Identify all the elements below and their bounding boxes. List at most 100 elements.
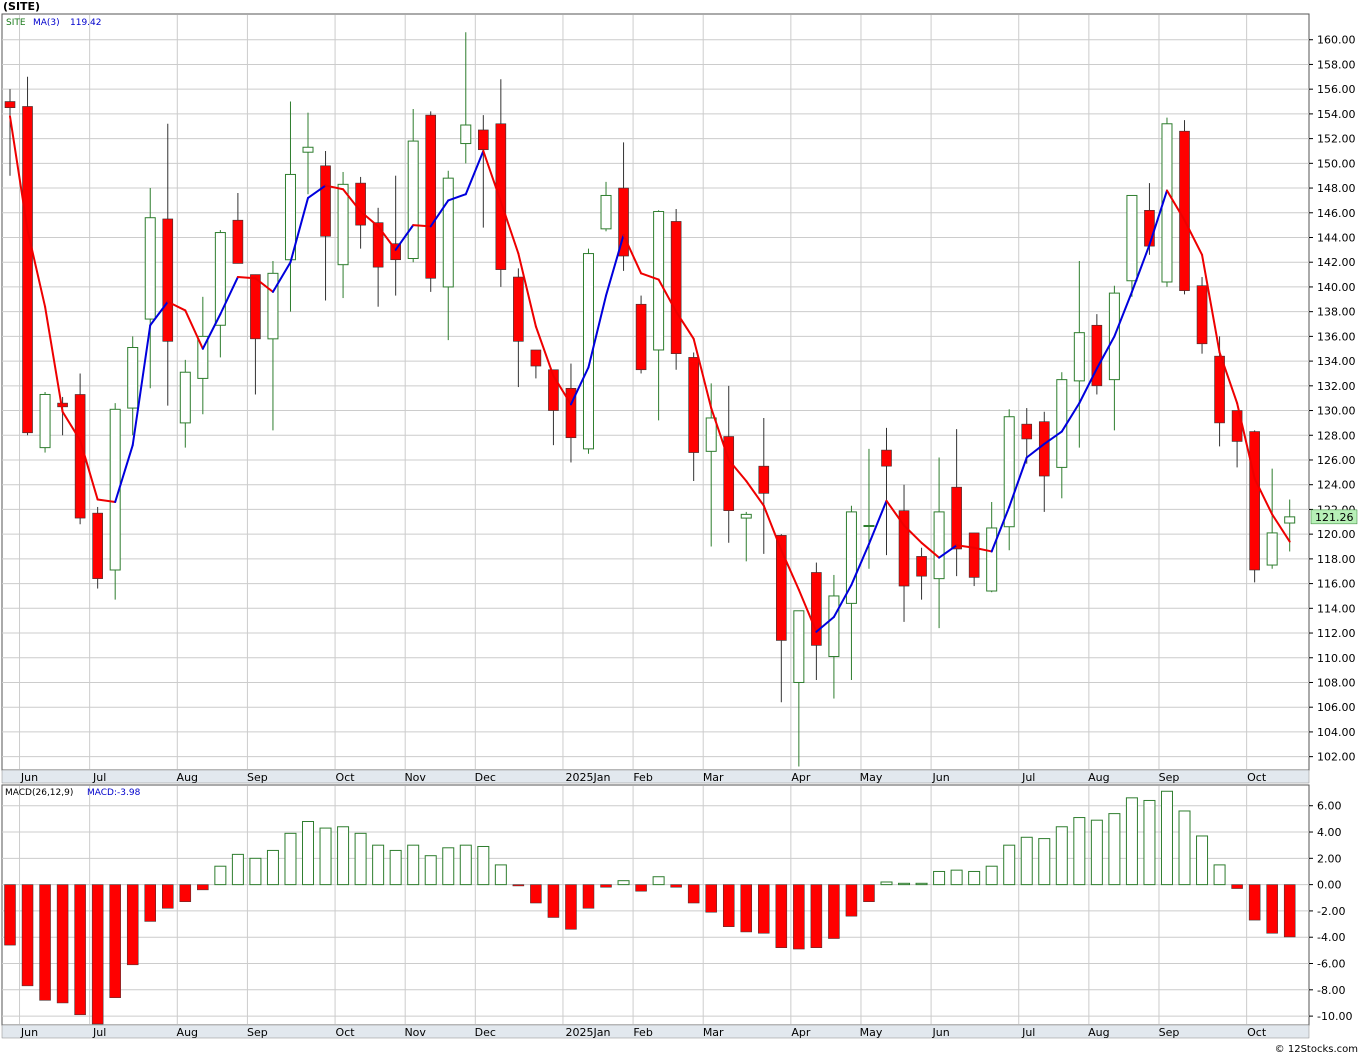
candle xyxy=(92,506,103,589)
macd-bar xyxy=(424,855,437,886)
ma-line-segment xyxy=(271,261,292,293)
macd-bar xyxy=(652,876,665,886)
macd-bar xyxy=(933,870,946,886)
ma-line-segment xyxy=(552,374,572,406)
price-xtick-label: May xyxy=(860,771,883,784)
candle xyxy=(460,32,472,164)
macd-bar xyxy=(1090,819,1103,886)
candle xyxy=(22,76,33,436)
ma-line-segment xyxy=(605,234,625,297)
candle-body xyxy=(582,253,594,450)
macd-bar xyxy=(407,844,420,886)
candle-body xyxy=(39,393,51,449)
ma-line-segment xyxy=(1043,430,1063,445)
ma-line-segment xyxy=(482,149,502,203)
candle-body xyxy=(548,369,559,411)
candle xyxy=(582,248,594,454)
macd-bar xyxy=(1020,836,1033,886)
macd-xtick-label: Oct xyxy=(336,1026,356,1039)
candle xyxy=(250,274,261,395)
ma-line-segment xyxy=(1148,189,1168,246)
candle-body xyxy=(109,408,121,571)
ma-line-segment xyxy=(587,294,608,369)
macd-xtick-label: Mar xyxy=(703,1026,724,1039)
macd-bar xyxy=(705,884,717,913)
ma-line-segment xyxy=(727,458,748,482)
candle-body xyxy=(1266,532,1278,566)
ma-line-segment xyxy=(96,498,117,504)
ma-line-segment xyxy=(710,407,730,461)
candle-body xyxy=(1038,421,1050,477)
macd-bar xyxy=(810,884,823,948)
ma-line-segment xyxy=(307,184,327,199)
macd-ytick-label: -6.00 xyxy=(1317,958,1345,971)
candle-body xyxy=(600,194,612,230)
candle-body xyxy=(758,465,770,494)
price-ytick-label: 154.00 xyxy=(1317,108,1356,121)
macd-bar xyxy=(249,857,262,886)
macd-ytick-label: 6.00 xyxy=(1317,800,1342,813)
candle xyxy=(635,295,647,374)
candle xyxy=(811,562,822,681)
candle xyxy=(127,336,139,436)
macd-bar xyxy=(477,845,490,886)
macd-xtick-label: Jul xyxy=(1021,1026,1035,1039)
candle xyxy=(1179,120,1190,295)
macd-bar xyxy=(1143,799,1156,886)
candle xyxy=(425,111,437,292)
candle-body xyxy=(881,449,892,467)
ma-line-segment xyxy=(517,252,537,328)
macd-bar xyxy=(1248,884,1261,921)
candle-body xyxy=(320,165,331,237)
candle xyxy=(1003,409,1015,551)
macd-xtick-label: 2025Jan xyxy=(565,1026,610,1039)
ma-line-segment xyxy=(903,524,923,544)
price-legend-symbol: SITE xyxy=(6,18,26,28)
candle xyxy=(548,369,559,446)
macd-xtick-label: Jun xyxy=(931,1026,949,1039)
ma-line-segment xyxy=(166,300,187,312)
ma-line-segment xyxy=(762,504,783,552)
ma-line-segment xyxy=(201,313,222,350)
candle xyxy=(302,112,314,195)
macd-xtick-label: Dec xyxy=(475,1026,496,1039)
ma-line-segment xyxy=(832,583,853,618)
candle-body xyxy=(162,218,174,342)
macd-bar xyxy=(389,849,402,886)
macd-bar xyxy=(775,884,788,948)
candle xyxy=(232,192,244,264)
macd-bar xyxy=(740,884,753,933)
price-xtick-label: Sep xyxy=(247,771,268,784)
ma-line-segment xyxy=(990,505,1011,553)
candle-body xyxy=(250,274,261,340)
candle xyxy=(776,534,787,703)
ma-line-segment xyxy=(44,305,64,413)
candle-body xyxy=(1021,423,1033,440)
macd-bar xyxy=(214,865,227,886)
macd-bar xyxy=(828,884,840,939)
candle-body xyxy=(828,595,840,658)
price-xtick-label: Apr xyxy=(791,771,811,784)
ma-line-segment xyxy=(1078,367,1098,405)
macd-xtick-label: Sep xyxy=(247,1026,268,1039)
ma-line-segment xyxy=(955,544,976,549)
macd-ytick-label: 0.00 xyxy=(1317,879,1342,892)
ma-line-segment xyxy=(938,544,958,559)
ma-line-segment xyxy=(1113,290,1133,338)
ma-line-segment xyxy=(1130,243,1151,293)
ma-legend-value: 119.42 xyxy=(70,18,102,28)
macd-bar xyxy=(1038,838,1051,886)
candle xyxy=(723,385,735,543)
macd-bar xyxy=(512,884,525,887)
price-ytick-label: 144.00 xyxy=(1317,231,1356,244)
candle-body xyxy=(1284,516,1296,524)
last-price-tag: 121.26 xyxy=(1310,509,1358,525)
credit-text: © 12Stocks.com xyxy=(1275,1044,1358,1055)
macd-bar xyxy=(635,884,647,892)
ma-line-segment xyxy=(885,499,906,527)
macd-bar xyxy=(915,882,928,886)
candle-body xyxy=(144,217,156,320)
macd-bar xyxy=(547,884,560,918)
candle-body xyxy=(916,556,927,577)
